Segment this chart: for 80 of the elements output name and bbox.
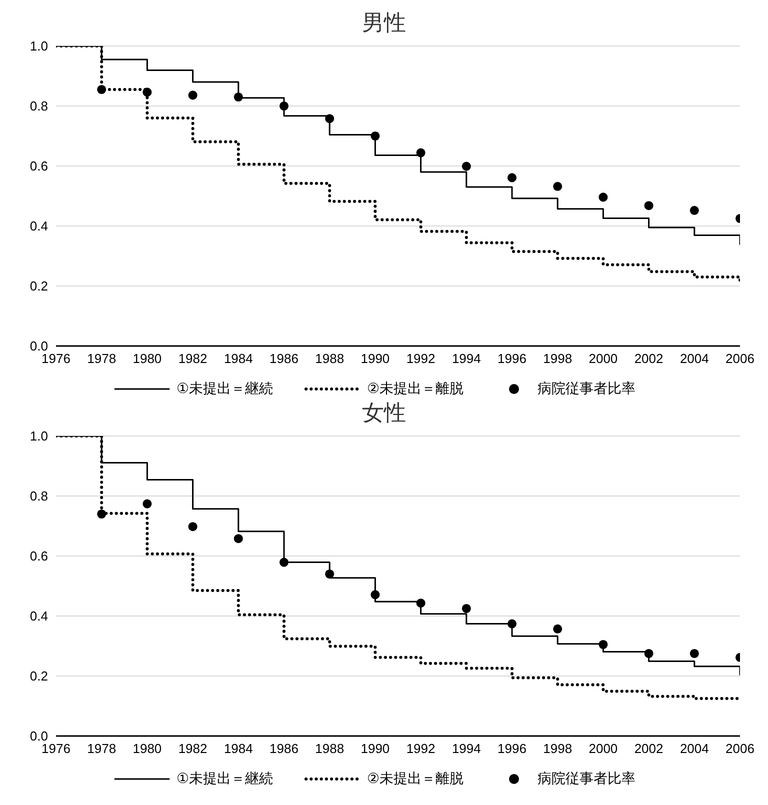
x-tick-label: 1982 [178,741,208,756]
point [553,624,562,634]
point [416,598,426,608]
y-tick-label: 0.4 [30,218,48,234]
x-tick-label: 2004 [680,351,709,366]
point [97,84,106,94]
point [142,499,152,508]
point [507,619,517,628]
x-tick-label: 2006 [726,351,754,366]
x-tick-label: 1996 [498,351,526,366]
x-tick-label: 1994 [452,351,481,366]
point [462,162,471,171]
x-tick-label: 1988 [315,741,344,756]
point [644,201,654,210]
x-tick-label: 1990 [360,741,390,756]
x-tick-label: 1976 [42,351,70,366]
x-tick-label: 2002 [634,351,664,366]
point [97,509,106,519]
x-tick-label: 1994 [452,741,481,756]
legend-label: ①未提出＝継続 [176,770,273,788]
x-tick-label: 1990 [360,351,390,366]
x-tick-label: 1988 [315,351,344,366]
chart-title: 男性 [361,9,407,37]
legend-label: ①未提出＝継続 [176,380,273,398]
x-tick-label: 1980 [132,741,162,756]
x-tick-label: 1992 [406,741,436,756]
x-tick-label: 1976 [42,741,70,756]
y-tick-label: 0.0 [30,338,48,354]
y-tick-label: 0.6 [30,548,48,564]
point [370,131,380,141]
x-tick-label: 1978 [87,351,116,366]
y-tick-label: 0.8 [30,488,48,504]
x-tick-label: 1986 [270,741,298,756]
y-tick-label: 0.8 [30,98,48,114]
x-tick-label: 2000 [588,351,618,366]
x-tick-label: 1984 [224,351,253,366]
point [325,114,334,124]
x-tick-label: 1986 [270,351,298,366]
x-tick-label: 1984 [224,741,253,756]
point [690,206,699,215]
legend-label: ②未提出＝離脱 [367,770,464,788]
y-tick-label: 1.0 [30,38,48,54]
x-tick-label: 2006 [726,741,754,756]
point [142,88,152,97]
point [644,648,654,658]
point [416,148,426,158]
point [370,590,380,600]
legend-label: 病院従事者比率 [538,380,636,398]
y-tick-label: 0.2 [30,668,48,684]
x-tick-label: 2004 [680,741,709,756]
y-tick-label: 0.4 [30,608,48,624]
point [690,648,699,658]
point [279,558,289,567]
y-tick-label: 0.2 [30,278,48,294]
legend-label: ②未提出＝離脱 [367,380,464,398]
x-tick-label: 1998 [543,351,572,366]
x-tick-label: 1980 [132,351,162,366]
point [234,92,243,102]
x-tick-label: 2002 [634,741,664,756]
x-tick-label: 1996 [498,741,526,756]
point [188,522,198,532]
point [507,173,517,182]
point [553,182,562,191]
point [598,192,608,202]
point [598,640,608,650]
legend-label: 病院従事者比率 [538,770,636,788]
y-tick-label: 0.0 [30,728,48,744]
y-tick-label: 0.6 [30,158,48,174]
point [325,569,334,579]
x-tick-label: 1992 [406,351,436,366]
x-tick-label: 2000 [588,741,618,756]
point [462,604,471,614]
x-tick-label: 1998 [543,741,572,756]
point [234,534,243,544]
x-tick-label: 1982 [178,351,208,366]
point [279,101,289,111]
chart-title: 女性 [361,399,407,427]
y-tick-label: 1.0 [30,428,48,444]
point [188,90,198,100]
x-tick-label: 1978 [87,741,116,756]
